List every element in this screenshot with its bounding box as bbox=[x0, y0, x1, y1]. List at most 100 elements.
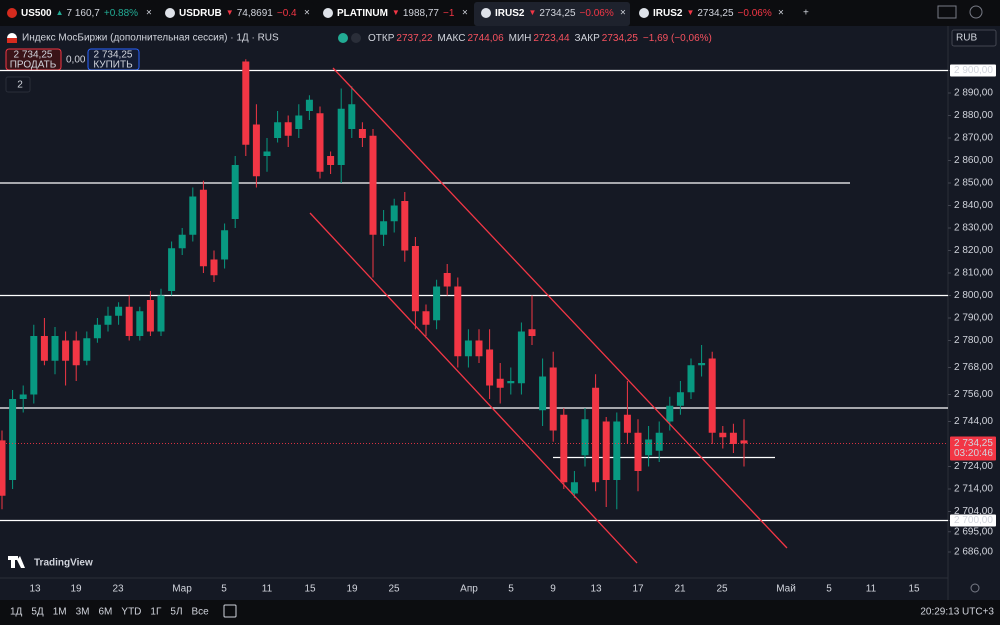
tab-symbol[interactable]: IRUS2 bbox=[495, 8, 525, 19]
tab[interactable] bbox=[632, 2, 788, 26]
layout-icon[interactable] bbox=[937, 5, 957, 19]
candle-body bbox=[634, 432, 642, 471]
range-button[interactable]: YTD bbox=[121, 607, 141, 618]
tab-label[interactable]: US500 ▲ 7 160,7 +0.88% bbox=[21, 8, 138, 19]
indicator-count[interactable]: 2 bbox=[17, 80, 23, 91]
tab-close[interactable]: × bbox=[462, 8, 468, 19]
candle-body bbox=[581, 419, 589, 456]
x-tick-label: 11 bbox=[866, 584, 877, 595]
tab-icon[interactable] bbox=[165, 8, 175, 18]
tab-arrow[interactable]: ▼ bbox=[392, 8, 400, 17]
status-dot bbox=[338, 33, 348, 43]
candle-body bbox=[708, 358, 716, 433]
ohlc-value: 2734,25 bbox=[602, 33, 639, 44]
range-button[interactable]: 1Г bbox=[150, 607, 162, 618]
status-icon bbox=[351, 33, 361, 43]
candle-body bbox=[9, 399, 17, 480]
tab-label[interactable]: IRUS2 ▼ 2734,25 −0.06% bbox=[653, 8, 772, 19]
tab-symbol[interactable]: PLATINUM bbox=[337, 8, 388, 19]
channel-upper bbox=[332, 67, 788, 549]
sell-price[interactable]: 2 734,25 bbox=[14, 50, 53, 61]
axis-settings[interactable] bbox=[970, 583, 980, 593]
tab-change[interactable]: −0.06% bbox=[580, 8, 614, 19]
x-tick-label: 19 bbox=[70, 584, 82, 595]
tab-arrow[interactable]: ▼ bbox=[528, 8, 536, 17]
candle-body bbox=[19, 394, 27, 399]
buy-price[interactable]: 2 734,25 bbox=[94, 50, 133, 61]
range-button[interactable]: 3М bbox=[76, 607, 90, 618]
tab-price[interactable]: 7 160,7 bbox=[67, 8, 101, 19]
tab-icon[interactable] bbox=[7, 8, 17, 18]
last-price-box bbox=[950, 436, 996, 461]
y-tick-label: 2 704,00 bbox=[954, 506, 993, 517]
tab[interactable] bbox=[158, 2, 314, 26]
currency-box[interactable] bbox=[951, 29, 997, 47]
range-button[interactable]: 5Д bbox=[31, 607, 44, 618]
currency[interactable]: RUB bbox=[956, 33, 977, 44]
range-button[interactable]: Все bbox=[192, 607, 210, 618]
new-tab[interactable]: + bbox=[803, 8, 809, 19]
y-tick-label: 2 800,00 bbox=[954, 290, 993, 301]
ohlc: ОТКР 2737,22 МАКС 2744,06 МИН 2723,44 ЗАКР 2734… bbox=[368, 33, 712, 44]
candle-body bbox=[676, 392, 684, 406]
candle-body bbox=[539, 376, 547, 411]
tab[interactable] bbox=[316, 2, 472, 26]
range-button[interactable]: 1М bbox=[53, 607, 67, 618]
tab[interactable] bbox=[0, 2, 156, 26]
tab-symbol[interactable]: US500 bbox=[21, 8, 52, 19]
tab-arrow[interactable]: ▼ bbox=[226, 8, 234, 17]
candle-body bbox=[570, 482, 578, 494]
tab-symbol[interactable]: USDRUB bbox=[179, 8, 222, 19]
tab-icon[interactable] bbox=[323, 8, 333, 18]
candle-body bbox=[719, 432, 727, 438]
tab-icon[interactable] bbox=[481, 8, 491, 18]
x-tick-label: 23 bbox=[112, 584, 124, 595]
tab-arrow[interactable]: ▲ bbox=[56, 8, 64, 17]
settings-icon[interactable] bbox=[969, 5, 983, 19]
flag-red bbox=[7, 38, 17, 43]
tab-price[interactable]: 2734,25 bbox=[539, 8, 576, 19]
candle-body bbox=[592, 387, 600, 483]
x-tick-label: 19 bbox=[346, 584, 358, 595]
tab-price[interactable]: 74,8691 bbox=[237, 8, 274, 19]
tab-change[interactable]: −1 bbox=[443, 8, 455, 19]
tab-label[interactable]: USDRUB ▼ 74,8691 −0.4 bbox=[179, 8, 297, 19]
tab-icon[interactable] bbox=[639, 8, 649, 18]
tab-change[interactable]: +0.88% bbox=[104, 8, 138, 19]
symbol-title: Индекс МосБиржи (дополнительная сессия) … bbox=[22, 33, 279, 44]
x-tick-label: 21 bbox=[674, 584, 686, 595]
ohlc-label: ЗАКР bbox=[575, 33, 601, 44]
tab-price[interactable]: 2734,25 bbox=[697, 8, 734, 19]
candle-body bbox=[157, 295, 165, 332]
tab-close[interactable]: × bbox=[778, 8, 784, 19]
y-tick-label: 2 860,00 bbox=[954, 155, 993, 166]
ohlc-change: −1,69 (−0,06%) bbox=[643, 33, 712, 44]
tab-close[interactable]: × bbox=[620, 8, 626, 19]
calendar-icon[interactable] bbox=[223, 604, 237, 618]
x-tick-label: Мар bbox=[172, 584, 192, 595]
range-button[interactable]: 6М bbox=[99, 607, 113, 618]
sell-label[interactable]: ПРОДАТЬ bbox=[10, 60, 57, 71]
x-tick-label: 5 bbox=[221, 584, 227, 595]
tab-symbol[interactable]: IRUS2 bbox=[653, 8, 683, 19]
tab-arrow[interactable]: ▼ bbox=[686, 8, 694, 17]
tab[interactable] bbox=[474, 2, 630, 26]
tab-close[interactable]: × bbox=[146, 8, 152, 19]
tab-close[interactable]: × bbox=[304, 8, 310, 19]
x-tick-label: 5 bbox=[508, 584, 514, 595]
range-button[interactable]: 5Л bbox=[170, 607, 182, 618]
y-tick-label: 2 900,00 bbox=[954, 65, 993, 76]
candle-body bbox=[475, 340, 483, 357]
tab-change[interactable]: −0.06% bbox=[738, 8, 772, 19]
buy-label[interactable]: КУПИТЬ bbox=[93, 60, 133, 71]
y-tick-label: 2 686,00 bbox=[954, 547, 993, 558]
range-button[interactable]: 1Д bbox=[10, 607, 23, 618]
clock: 20:29:13 UTC+3 bbox=[920, 607, 994, 618]
tab-label[interactable]: IRUS2 ▼ 2734,25 −0.06% bbox=[495, 8, 614, 19]
indicator-badge[interactable] bbox=[5, 76, 31, 93]
tab-change[interactable]: −0.4 bbox=[277, 8, 297, 19]
tab-price[interactable]: 1988,77 bbox=[403, 8, 440, 19]
level-label-box bbox=[950, 514, 996, 527]
candle-body bbox=[528, 329, 536, 336]
tab-label[interactable]: PLATINUM ▼ 1988,77 −1 bbox=[337, 8, 455, 19]
